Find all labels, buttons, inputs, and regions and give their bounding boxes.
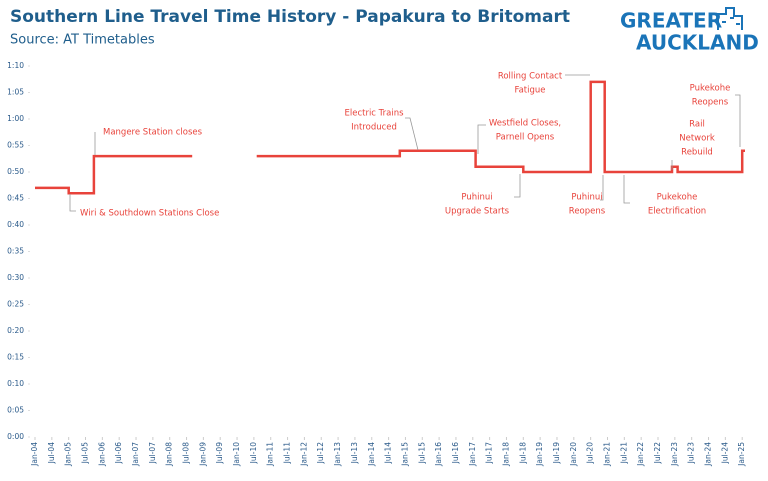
x-tick-label: Jul-12 xyxy=(316,442,325,465)
annotation: Rebuild xyxy=(681,148,713,158)
annotation: Electric Trains xyxy=(344,109,404,119)
logo-icon xyxy=(717,7,743,30)
x-tick-label: Jul-08 xyxy=(182,442,191,465)
y-tick-label: 0:35 xyxy=(7,247,24,256)
x-tick-label: Jan-09 xyxy=(198,442,207,467)
annotation: Pukekohe xyxy=(657,193,698,203)
x-tick-label: Jan-16 xyxy=(434,442,443,467)
y-tick-label: 0:40 xyxy=(7,220,24,229)
x-tick-label: Jul-24 xyxy=(720,442,729,465)
annotation: Network xyxy=(679,134,715,144)
annotation-leader xyxy=(514,174,521,198)
x-tick-label: Jul-06 xyxy=(114,442,123,465)
y-tick-label: 0:00 xyxy=(7,432,24,441)
x-tick-label: Jul-14 xyxy=(384,442,393,465)
y-tick-label: 0:45 xyxy=(7,194,24,203)
x-tick-label: Jan-07 xyxy=(131,442,140,467)
x-tick-label: Jul-20 xyxy=(586,442,595,465)
annotation: Westfield Closes, xyxy=(489,119,561,129)
x-tick-label: Jul-16 xyxy=(451,442,460,465)
y-tick-label: 1:05 xyxy=(7,88,24,97)
x-tick-label: Jan-15 xyxy=(400,442,409,467)
x-tick-label: Jan-06 xyxy=(97,442,106,467)
annotation: Electrification xyxy=(648,207,706,217)
x-tick-label: Jul-23 xyxy=(687,442,696,465)
y-tick-label: 0:15 xyxy=(7,353,24,362)
x-tick-label: Jan-23 xyxy=(670,442,679,467)
y-tick-label: 0:20 xyxy=(7,326,24,335)
x-tick-label: Jul-21 xyxy=(619,442,628,465)
annotation: Puhinui xyxy=(461,193,492,203)
x-tick-label: Jul-07 xyxy=(148,442,157,465)
x-tick-label: Jan-20 xyxy=(569,442,578,467)
annotation: Wiri & Southdown Stations Close xyxy=(80,209,219,219)
x-tick-label: Jan-19 xyxy=(535,442,544,467)
annotation-leader xyxy=(735,94,741,147)
annotation: Parnell Opens xyxy=(496,133,555,143)
x-tick-label: Jan-05 xyxy=(64,442,73,467)
annotation-leader xyxy=(623,175,630,204)
annotation-leader xyxy=(405,117,419,151)
x-tick-label: Jul-05 xyxy=(81,442,90,465)
x-tick-label: Jul-18 xyxy=(518,442,527,465)
x-tick-label: Jan-25 xyxy=(737,442,746,467)
logo-text: AUCKLAND xyxy=(636,31,759,55)
annotation: Reopens xyxy=(569,207,606,217)
annotation-leader xyxy=(69,194,76,212)
annotation: Puhinui xyxy=(571,193,602,203)
x-tick-label: Jul-10 xyxy=(249,442,258,465)
series-line xyxy=(35,80,745,195)
x-tick-label: Jul-22 xyxy=(653,442,662,465)
annotation-leader xyxy=(600,175,604,201)
annotation: Fatigue xyxy=(514,86,545,96)
y-tick-label: 0:10 xyxy=(7,379,24,388)
annotation: Introduced xyxy=(351,123,397,133)
x-tick-label: Jan-18 xyxy=(501,442,510,467)
x-tick-label: Jan-10 xyxy=(232,442,241,467)
annotation-leader xyxy=(477,124,486,154)
x-tick-label: Jul-15 xyxy=(417,442,426,465)
x-tick-label: Jan-24 xyxy=(704,442,713,467)
x-tick-label: Jan-17 xyxy=(468,442,477,467)
x-tick-label: Jan-21 xyxy=(602,442,611,467)
y-tick-label: 0:05 xyxy=(7,406,24,415)
x-tick-label: Jul-04 xyxy=(47,442,56,465)
x-tick-label: Jan-11 xyxy=(266,442,275,467)
x-tick-label: Jan-22 xyxy=(636,442,645,467)
x-tick-label: Jan-13 xyxy=(333,442,342,467)
x-tick-label: Jul-13 xyxy=(350,442,359,465)
chart-title: Southern Line Travel Time History - Papa… xyxy=(10,7,570,27)
x-tick-label: Jan-08 xyxy=(165,442,174,467)
logo: GREATER AUCKLAND xyxy=(620,7,759,55)
annotation: Upgrade Starts xyxy=(445,207,510,217)
x-tick-label: Jul-11 xyxy=(283,442,292,465)
x-tick-label: Jan-04 xyxy=(30,442,39,467)
annotation: Mangere Station closes xyxy=(103,128,203,138)
logo-text: GREATER xyxy=(620,9,722,33)
x-tick-label: Jul-19 xyxy=(552,442,561,465)
y-tick-label: 0:25 xyxy=(7,300,24,309)
x-tick-label: Jul-17 xyxy=(485,442,494,465)
annotation: Reopens xyxy=(692,98,729,108)
annotation: Rail xyxy=(689,120,705,130)
annotation: Rolling Contact xyxy=(498,72,563,82)
y-tick-label: 0:55 xyxy=(7,141,24,150)
y-tick-label: 1:00 xyxy=(7,114,24,123)
chart-subtitle: Source: AT Timetables xyxy=(10,33,155,48)
x-tick-label: Jul-09 xyxy=(215,442,224,465)
y-tick-label: 1:10 xyxy=(7,61,24,70)
y-tick-label: 0:50 xyxy=(7,167,24,176)
annotation: Pukekohe xyxy=(690,84,731,94)
y-tick-label: 0:30 xyxy=(7,273,24,282)
x-tick-label: Jan-14 xyxy=(367,442,376,467)
x-tick-label: Jan-12 xyxy=(299,442,308,467)
